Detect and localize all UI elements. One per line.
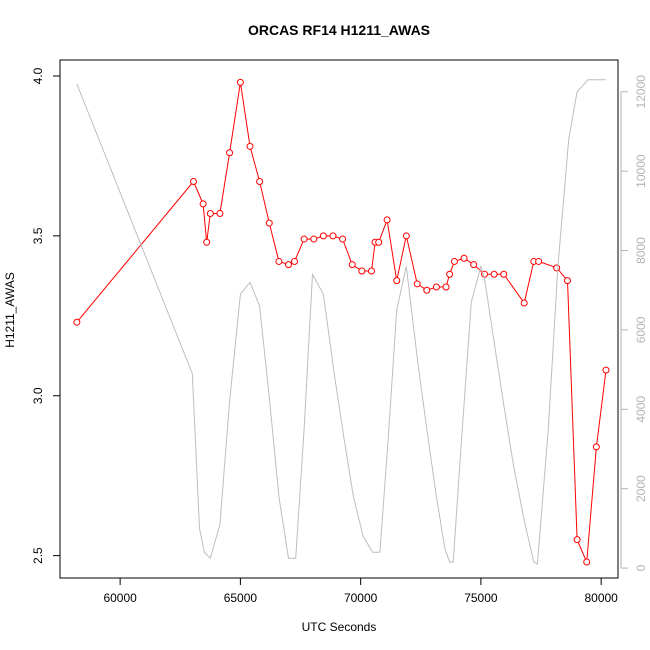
data-point bbox=[602, 366, 610, 374]
y2-tick-label: 0 bbox=[634, 564, 648, 571]
series-layer bbox=[73, 78, 610, 566]
y-tick-label: 3.5 bbox=[31, 227, 45, 244]
data-point bbox=[275, 257, 283, 265]
data-point bbox=[500, 270, 508, 278]
y2-tick-label: 6000 bbox=[634, 316, 648, 343]
data-point bbox=[535, 257, 543, 265]
data-point bbox=[553, 264, 561, 272]
data-point bbox=[348, 261, 356, 269]
data-point bbox=[432, 283, 440, 291]
data-point bbox=[256, 178, 264, 186]
data-point bbox=[367, 267, 375, 275]
data-point bbox=[246, 142, 254, 150]
data-point bbox=[573, 536, 581, 544]
data-point bbox=[339, 235, 347, 243]
series-line-1 bbox=[76, 79, 606, 565]
data-point bbox=[203, 238, 211, 246]
y2-tick-label: 8000 bbox=[634, 237, 648, 264]
x-axis-label: UTC Seconds bbox=[302, 620, 377, 634]
y2-tick-label: 10000 bbox=[634, 154, 648, 188]
x-tick-label: 80000 bbox=[584, 591, 618, 605]
x-tick-label: 60000 bbox=[103, 591, 137, 605]
data-point bbox=[375, 238, 383, 246]
data-point bbox=[291, 257, 299, 265]
x-axis: 60000 65000 70000 75000 80000 bbox=[103, 578, 618, 605]
x-tick-label: 70000 bbox=[344, 591, 378, 605]
plot-frame bbox=[59, 59, 619, 579]
y2-tick-label: 2000 bbox=[634, 475, 648, 502]
data-point bbox=[358, 267, 366, 275]
data-point bbox=[329, 232, 337, 240]
data-point bbox=[413, 280, 421, 288]
y-axis-right: 0 2000 4000 6000 8000 10000 12000 bbox=[620, 75, 648, 571]
data-point bbox=[265, 219, 273, 227]
data-point bbox=[73, 318, 81, 326]
data-point bbox=[216, 209, 224, 217]
data-point bbox=[199, 200, 207, 208]
x-tick-label: 65000 bbox=[224, 591, 258, 605]
data-point bbox=[284, 261, 292, 269]
data-point bbox=[460, 254, 468, 262]
data-point bbox=[563, 277, 571, 285]
y-tick-label: 3.0 bbox=[31, 387, 45, 404]
y-tick-label: 4.0 bbox=[31, 67, 45, 84]
data-point bbox=[319, 232, 327, 240]
data-point bbox=[490, 270, 498, 278]
data-point bbox=[470, 261, 478, 269]
y2-tick-label: 12000 bbox=[634, 75, 648, 109]
data-point bbox=[189, 178, 197, 186]
data-point bbox=[383, 216, 391, 224]
data-point bbox=[310, 235, 318, 243]
data-point bbox=[442, 283, 450, 291]
data-point bbox=[236, 78, 244, 86]
data-point bbox=[423, 286, 431, 294]
y-axis-left: 2.5 3.0 3.5 4.0 bbox=[31, 67, 60, 564]
data-point bbox=[300, 235, 308, 243]
data-point bbox=[450, 257, 458, 265]
data-point bbox=[446, 270, 454, 278]
data-point bbox=[226, 149, 234, 157]
y-axis-label: H1211_AWAS bbox=[3, 272, 17, 348]
x-tick-label: 75000 bbox=[464, 591, 498, 605]
data-point bbox=[520, 299, 528, 307]
y2-tick-label: 4000 bbox=[634, 396, 648, 423]
data-point bbox=[206, 209, 214, 217]
chart-title: ORCAS RF14 H1211_AWAS bbox=[248, 22, 430, 38]
data-point bbox=[402, 232, 410, 240]
series-line-0 bbox=[76, 82, 607, 563]
data-point bbox=[393, 277, 401, 285]
data-point bbox=[583, 558, 591, 566]
y-tick-label: 2.5 bbox=[31, 547, 45, 564]
data-point bbox=[592, 443, 600, 451]
